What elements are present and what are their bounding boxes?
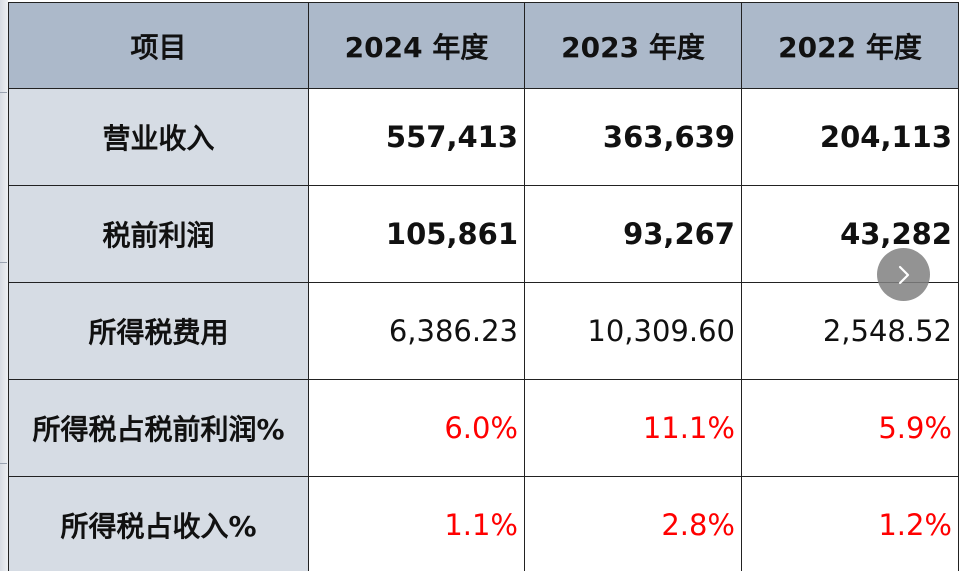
row-label: 所得税占收入% — [8, 476, 309, 571]
edge-divider — [0, 92, 7, 93]
cell-value: 1.1% — [308, 476, 525, 571]
table-row-tax-to-profit: 所得税占税前利润% 6.0% 11.1% 5.9% — [8, 379, 959, 477]
header-2024: 2024 年度 — [308, 2, 525, 89]
background-page-edge — [0, 0, 8, 571]
table-row-income-tax: 所得税费用 6,386.23 10,309.60 2,548.52 — [8, 282, 959, 380]
table-row-pretax-profit: 税前利润 105,861 93,267 43,282 — [8, 185, 959, 283]
table-header-row: 项目 2024 年度 2023 年度 2022 年度 — [8, 2, 959, 89]
cell-value: 6.0% — [308, 379, 525, 477]
next-image-button[interactable] — [877, 248, 930, 301]
table-row-tax-to-revenue: 所得税占收入% 1.1% 2.8% 1.2% — [8, 476, 959, 571]
cell-value: 2.8% — [524, 476, 742, 571]
table-row-revenue: 营业收入 557,413 363,639 204,113 — [8, 88, 959, 186]
cell-value: 105,861 — [308, 185, 525, 283]
cell-value: 6,386.23 — [308, 282, 525, 380]
cell-value: 363,639 — [524, 88, 742, 186]
header-2023: 2023 年度 — [524, 2, 742, 89]
cell-value: 204,113 — [741, 88, 959, 186]
chevron-right-icon — [898, 265, 909, 284]
financial-table: 项目 2024 年度 2023 年度 2022 年度 营业收入 557,413 … — [8, 2, 959, 571]
cell-value: 93,267 — [524, 185, 742, 283]
row-label: 税前利润 — [8, 185, 309, 283]
cell-value: 557,413 — [308, 88, 525, 186]
edge-divider — [0, 463, 7, 464]
edge-divider — [0, 262, 7, 263]
header-2022: 2022 年度 — [741, 2, 959, 89]
cell-value: 2,548.52 — [741, 282, 959, 380]
cell-value: 5.9% — [741, 379, 959, 477]
row-label: 营业收入 — [8, 88, 309, 186]
cell-value: 10,309.60 — [524, 282, 742, 380]
row-label: 所得税费用 — [8, 282, 309, 380]
cell-value: 1.2% — [741, 476, 959, 571]
header-item: 项目 — [8, 2, 309, 89]
row-label: 所得税占税前利润% — [8, 379, 309, 477]
cell-value: 11.1% — [524, 379, 742, 477]
